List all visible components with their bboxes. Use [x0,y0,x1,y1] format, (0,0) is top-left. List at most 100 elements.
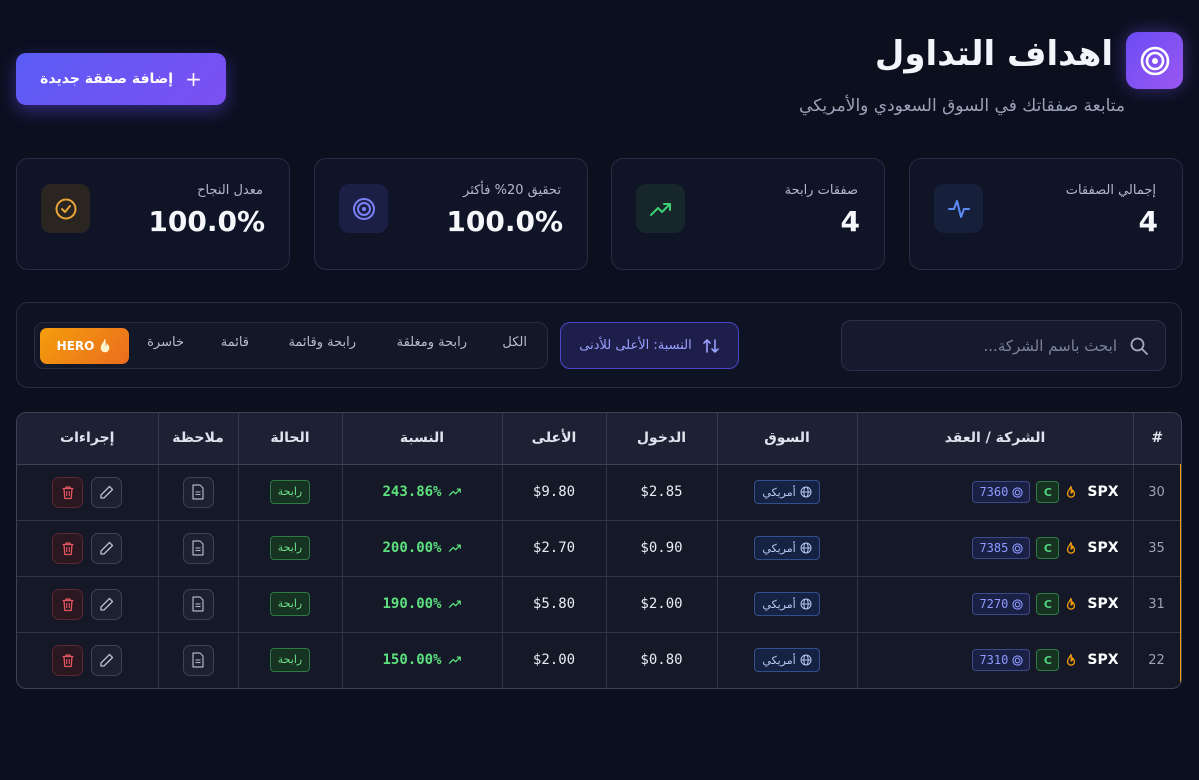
status-badge: رابحة [269,592,311,616]
page-subtitle: متابعة صفقاتك في السوق السعودي والأمريكي [798,96,1125,116]
status-tabs: الكل رابحة ومغلقة رابحة وقائمة قائمة خاس… [34,322,548,369]
pct-cell: 243.86% [341,464,502,521]
market-badge: أمريكي [754,536,820,560]
stat-label: إجمالي الصفقات [1065,183,1156,198]
filter-bar: ابحث باسم الشركة... النسبة: الأعلى للأدن… [16,302,1182,388]
col-header: النسبة [341,413,502,465]
table-row[interactable]: 35 SPX C 7385 أمريكي $0.90 $2.70 200.00% [17,520,1181,577]
globe-icon [800,542,812,554]
stat-card-winning: صفقات رابحة 4 [611,158,885,270]
row-id-text: 35 [1148,540,1165,556]
edit-button[interactable] [91,532,123,564]
col-header: # [1132,413,1181,465]
trash-icon [62,485,74,499]
table-row[interactable]: 22 SPX C 7310 أمريكي $0.80 $2.00 150.00% [17,632,1181,688]
delete-button[interactable] [52,532,84,564]
pct-cell: 150.00% [341,632,502,688]
search-icon [1130,337,1148,355]
strike-badge: 7270 [972,593,1031,615]
table-row[interactable]: 30 SPX C 7360 أمريكي $2.85 $9.80 243.86% [17,464,1181,521]
note-button[interactable] [182,476,214,508]
pencil-icon [100,485,114,499]
pct-cell: 200.00% [341,520,502,577]
entry-cell: $0.90 [605,520,717,577]
entry-cell: $0.80 [605,632,717,688]
status-badge: رابحة [269,480,311,504]
delete-button[interactable] [52,588,84,620]
entry-cell: $2.85 [605,464,717,521]
document-icon [192,652,204,668]
ticker: SPX [1087,484,1119,500]
high-cell: $2.70 [501,520,606,577]
check-circle-icon [41,184,90,233]
sort-button[interactable]: النسبة: الأعلى للأدنى [560,322,739,369]
col-header: الدخول [605,413,717,465]
note-button[interactable] [182,532,214,564]
high-value: $5.80 [532,596,576,612]
search-placeholder: ابحث باسم الشركة... [983,336,1117,355]
stat-card-total: إجمالي الصفقات 4 [909,158,1183,270]
trending-up-icon [448,544,461,552]
entry-value: $2.00 [640,596,683,612]
note-cell [157,464,238,521]
option-type-badge: C [1036,481,1060,503]
tab-lost[interactable]: خاسرة [147,335,184,350]
tab-all[interactable]: الكل [502,335,527,350]
note-button[interactable] [182,588,214,620]
pct-value: 243.86% [382,484,442,500]
market-badge: أمريكي [754,480,820,504]
trending-up-icon [448,488,461,496]
strike-value: 7360 [979,485,1009,499]
flame-icon [1067,541,1076,554]
row-id-text: 30 [1148,484,1165,500]
search-input[interactable]: ابحث باسم الشركة... [841,320,1166,371]
edit-button[interactable] [91,644,123,676]
status-badge: رابحة [269,536,311,560]
trending-up-icon [636,184,685,233]
note-button[interactable] [182,644,214,676]
trades-table: # الشركة / العقد السوق الدخول الأعلى الن… [16,412,1182,689]
status-cell: رابحة [237,632,342,688]
strike-badge: 7310 [972,649,1031,672]
option-type-badge: C [1036,593,1060,615]
trash-icon [62,541,74,555]
status-cell: رابحة [237,576,342,633]
strike-badge: 7360 [972,481,1031,503]
edit-button[interactable] [91,588,123,620]
target-icon [1140,46,1169,75]
pencil-icon [100,541,114,555]
col-header: إجراءات [17,413,158,465]
add-trade-label: إضافة صفقة جديدة [40,71,174,87]
globe-icon [800,598,812,610]
stat-label: تحقيق 20% فأكثر [463,183,561,198]
tab-open[interactable]: قائمة [220,335,249,350]
globe-icon [800,486,812,498]
table-row[interactable]: 31 SPX C 7270 أمريكي $2.00 $5.80 190.00% [17,576,1181,633]
stat-value: 4 [1138,205,1158,238]
flame-icon [1067,485,1076,498]
note-cell [157,520,238,577]
delete-button[interactable] [52,476,84,508]
tab-won-open[interactable]: رابحة وقائمة [288,335,356,350]
tab-won-closed[interactable]: رابحة ومغلقة [396,335,467,350]
add-trade-button[interactable]: إضافة صفقة جديدة + [16,53,226,105]
high-value: $2.00 [532,652,576,669]
edit-button[interactable] [91,476,123,508]
entry-value: $0.90 [640,540,683,556]
tab-hero[interactable]: HERO [40,328,129,364]
trash-icon [62,654,74,667]
stat-card-success-rate: معدل النجاح 100.0% [16,158,290,270]
stat-value: 4 [840,205,860,238]
flame-icon [101,338,110,353]
delete-button[interactable] [52,644,84,676]
row-id: 22 [1132,632,1181,688]
stat-label: معدل النجاح [197,183,263,198]
col-header: الشركة / العقد [856,413,1133,465]
plus-icon: + [185,67,202,91]
col-header: ملاحظة [157,413,238,465]
market-text: أمريكي [762,653,796,667]
app-logo [1126,32,1183,89]
entry-value: $0.80 [640,652,683,669]
market-text: أمريكي [762,541,796,555]
strike-value: 7385 [979,541,1009,555]
